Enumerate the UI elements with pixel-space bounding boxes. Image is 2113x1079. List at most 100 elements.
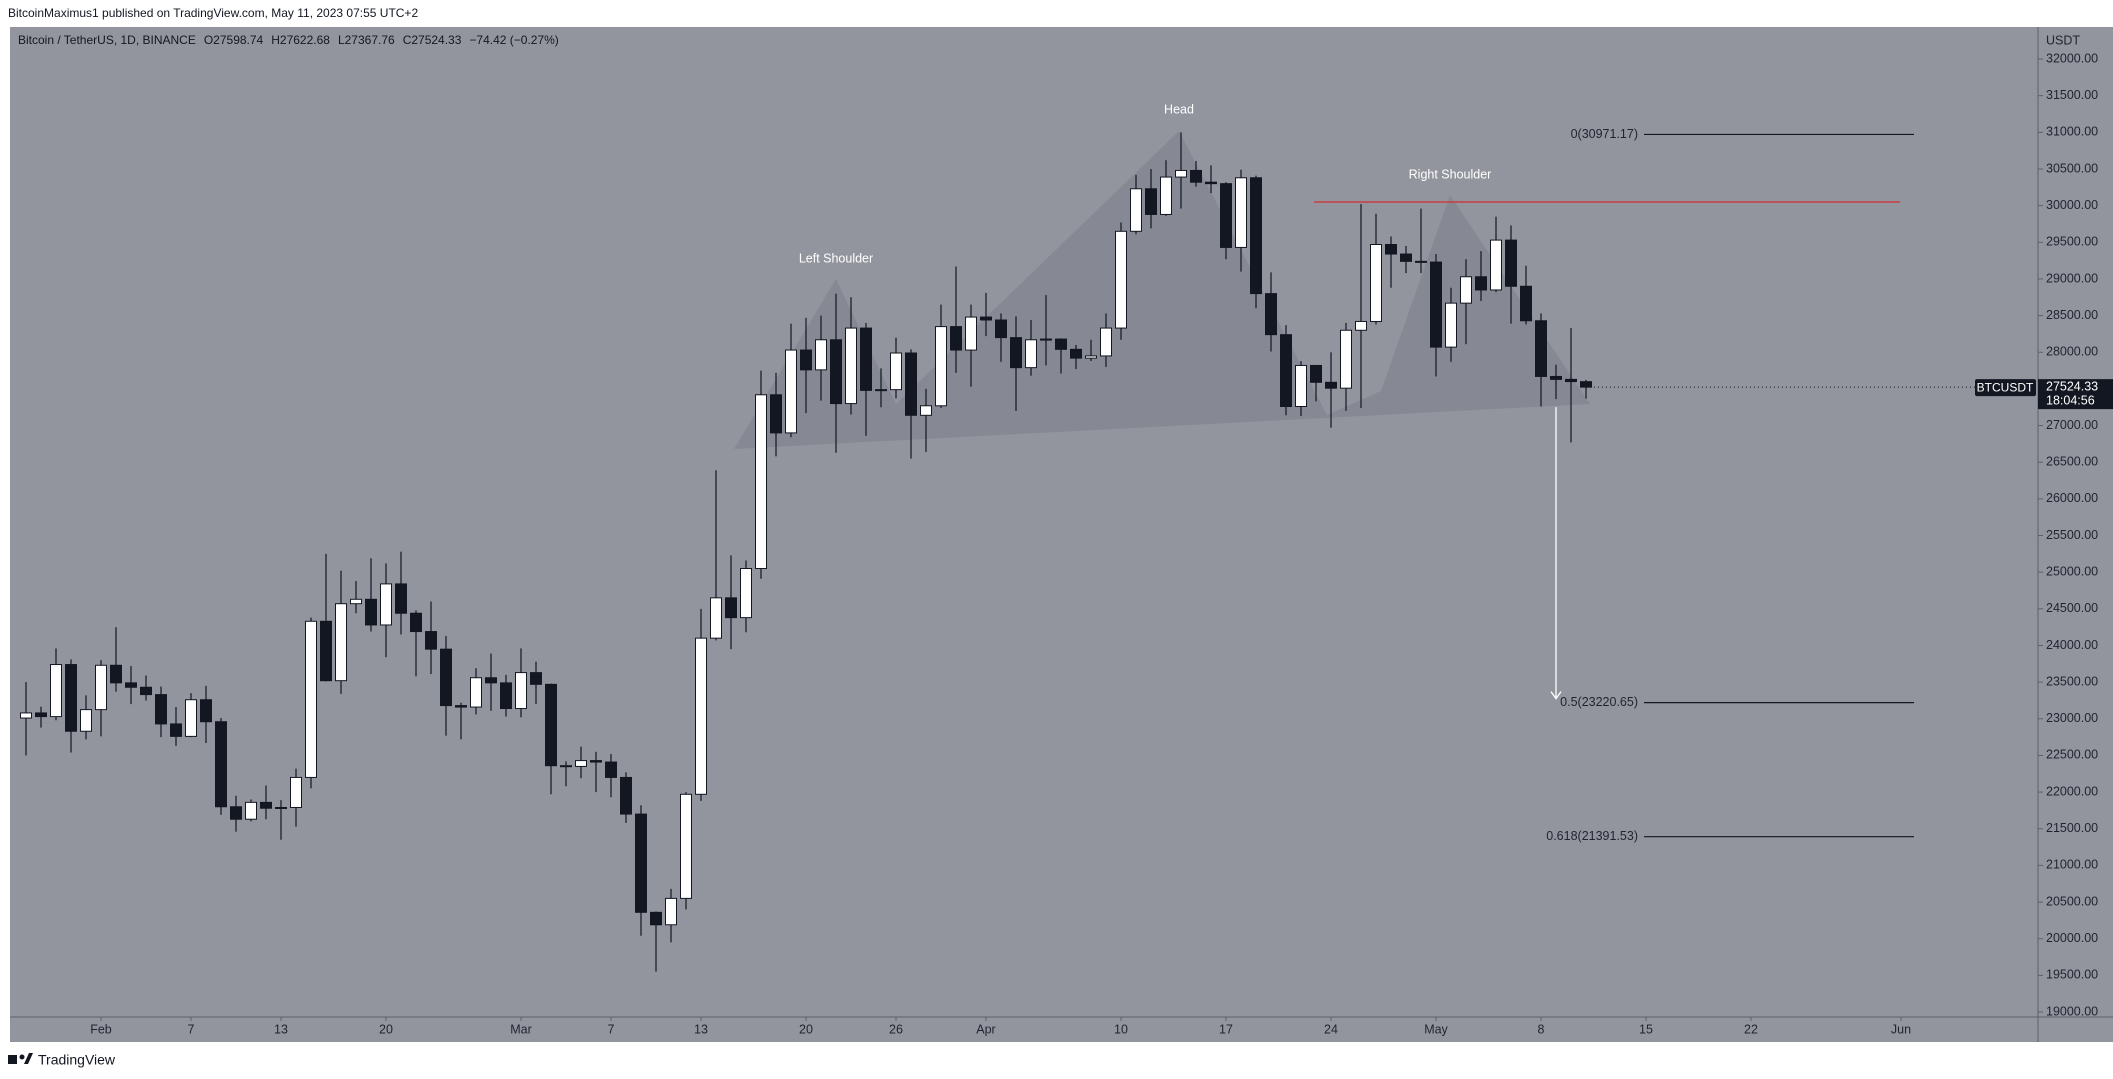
- candle-body: [635, 813, 647, 913]
- candle-body: [590, 760, 602, 763]
- candle-body: [1520, 285, 1532, 322]
- candle-body: [1355, 320, 1367, 331]
- y-tick-label: 22500.00: [2046, 748, 2098, 762]
- candle-body: [440, 648, 452, 707]
- candle-body: [485, 677, 497, 684]
- candle-body: [545, 683, 557, 767]
- candle-body: [695, 637, 707, 795]
- y-tick-label: 20500.00: [2046, 894, 2098, 908]
- candle-body: [1310, 364, 1322, 383]
- candle-body: [575, 760, 587, 767]
- candle-body: [935, 326, 947, 407]
- y-tick-label: 26500.00: [2046, 455, 2098, 469]
- candle-body: [1100, 327, 1112, 357]
- x-tick-label: 20: [799, 1022, 813, 1036]
- candle-body: [800, 349, 812, 371]
- symbol-tag: BTCUSDT: [1977, 380, 2034, 394]
- candle-body: [740, 568, 752, 619]
- candle-body: [410, 612, 422, 633]
- candle-body: [680, 793, 692, 899]
- candle-body: [425, 631, 437, 650]
- candle-body: [1250, 177, 1262, 295]
- candle-body: [140, 686, 152, 696]
- y-tick-label: 23000.00: [2046, 711, 2098, 725]
- candle-body: [1220, 183, 1232, 248]
- candle-body: [125, 682, 137, 688]
- x-tick-label: Jun: [1891, 1022, 1911, 1036]
- logo-mark: [19, 1054, 25, 1060]
- plot-background: [10, 27, 2113, 1042]
- candle-body: [1025, 339, 1037, 369]
- x-tick-label: 13: [694, 1022, 708, 1036]
- candle-body: [1235, 177, 1247, 248]
- annotation: Left Shoulder: [799, 251, 873, 265]
- candle-body: [20, 712, 32, 719]
- candle-body: [1460, 276, 1472, 304]
- price-tag: 27524.33: [2046, 379, 2098, 393]
- y-tick-label: 22000.00: [2046, 784, 2098, 798]
- fib-label: 0.5(23220.65): [1560, 695, 1638, 709]
- candle-body: [470, 677, 482, 708]
- candle-body: [260, 801, 272, 809]
- x-tick-label: 8: [1538, 1022, 1545, 1036]
- candle-body: [365, 598, 377, 626]
- candle-body: [170, 723, 182, 737]
- candle-body: [890, 352, 902, 391]
- countdown-tag: 18:04:56: [2046, 393, 2095, 407]
- candle-body: [110, 664, 122, 684]
- candle-body: [35, 712, 47, 718]
- candle-body: [860, 327, 872, 391]
- candle-body: [1280, 334, 1292, 408]
- candle-body: [515, 672, 527, 710]
- y-tick-label: 28000.00: [2046, 345, 2098, 359]
- candle-body: [320, 620, 332, 682]
- symbol-tag-box: [1975, 379, 2036, 397]
- x-tick-label: Feb: [90, 1022, 112, 1036]
- candle-body: [1400, 253, 1412, 262]
- y-axis-label: USDT: [2046, 33, 2080, 47]
- legend: Bitcoin / TetherUS, 1D, BINANCE O27598.74…: [18, 33, 559, 47]
- candle-body: [1145, 188, 1157, 215]
- candle-body: [1295, 364, 1307, 408]
- x-tick-label: 10: [1114, 1022, 1128, 1036]
- logo-mark: [8, 1055, 17, 1064]
- y-tick-label: 30000.00: [2046, 198, 2098, 212]
- candle-body: [395, 583, 407, 614]
- candle-body: [1010, 337, 1022, 369]
- candle-body: [80, 709, 92, 732]
- candle-body: [455, 705, 467, 708]
- y-tick-label: 19500.00: [2046, 968, 2098, 982]
- x-tick-label: May: [1424, 1022, 1448, 1036]
- y-tick-label: 21500.00: [2046, 821, 2098, 835]
- candle-body: [1205, 181, 1217, 185]
- y-tick-label: 20000.00: [2046, 931, 2098, 945]
- legend-ohlc: H27622.68: [271, 33, 330, 47]
- candle-body: [1580, 381, 1592, 388]
- x-tick-label: Apr: [976, 1022, 995, 1036]
- y-tick-label: 24000.00: [2046, 638, 2098, 652]
- candle-body: [725, 597, 737, 619]
- candle-body: [965, 316, 977, 351]
- candle-body: [290, 776, 302, 808]
- annotation: Head: [1164, 102, 1194, 116]
- logo-mark: [24, 1053, 33, 1064]
- candle-body: [1190, 169, 1202, 183]
- candle-body: [1370, 243, 1382, 322]
- candle-body: [710, 597, 722, 639]
- legend-text: Bitcoin / TetherUS, 1D, BINANCE O27598.74…: [18, 33, 559, 47]
- candle-body: [1550, 375, 1562, 380]
- candle-body: [1160, 176, 1172, 215]
- x-tick-label: 26: [889, 1022, 903, 1036]
- candle-body: [95, 664, 107, 711]
- candle-body: [230, 806, 242, 820]
- candle-body: [155, 694, 167, 725]
- y-tick-label: 29000.00: [2046, 271, 2098, 285]
- x-tick-label: 15: [1639, 1022, 1653, 1036]
- candle-body: [1265, 293, 1277, 336]
- candle-body: [770, 394, 782, 434]
- y-tick-label: 23500.00: [2046, 674, 2098, 688]
- y-tick-label: 25500.00: [2046, 528, 2098, 542]
- x-tick-label: Mar: [510, 1022, 532, 1036]
- candle-body: [920, 405, 932, 416]
